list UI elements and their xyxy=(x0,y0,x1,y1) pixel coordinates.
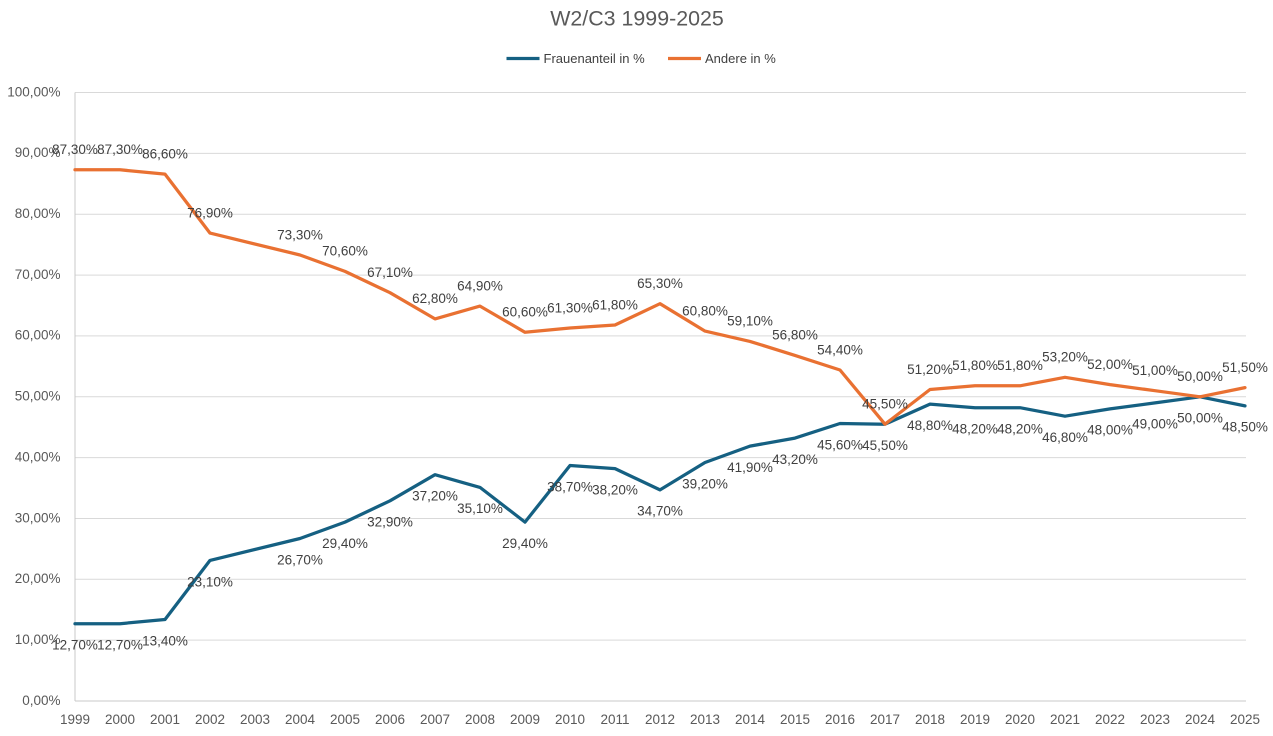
svg-text:2015: 2015 xyxy=(780,712,810,727)
svg-text:53,20%: 53,20% xyxy=(1042,350,1088,365)
svg-text:50,00%: 50,00% xyxy=(15,389,61,404)
svg-text:2012: 2012 xyxy=(645,712,675,727)
svg-text:39,20%: 39,20% xyxy=(682,476,728,491)
svg-text:48,00%: 48,00% xyxy=(1087,423,1133,438)
svg-text:60,60%: 60,60% xyxy=(502,305,548,320)
svg-text:37,20%: 37,20% xyxy=(412,488,458,503)
svg-text:2016: 2016 xyxy=(825,712,855,727)
svg-text:2008: 2008 xyxy=(465,712,495,727)
svg-text:59,10%: 59,10% xyxy=(727,314,773,329)
svg-text:50,00%: 50,00% xyxy=(1177,369,1223,384)
svg-text:34,70%: 34,70% xyxy=(637,504,683,519)
svg-text:45,50%: 45,50% xyxy=(862,396,908,411)
svg-text:86,60%: 86,60% xyxy=(142,146,188,161)
svg-text:51,20%: 51,20% xyxy=(907,362,953,377)
svg-text:29,40%: 29,40% xyxy=(502,536,548,551)
svg-text:2009: 2009 xyxy=(510,712,540,727)
svg-text:2021: 2021 xyxy=(1050,712,1080,727)
svg-text:2002: 2002 xyxy=(195,712,225,727)
svg-text:80,00%: 80,00% xyxy=(15,206,61,221)
svg-text:2024: 2024 xyxy=(1185,712,1216,727)
svg-text:12,70%: 12,70% xyxy=(52,638,98,653)
svg-text:70,60%: 70,60% xyxy=(322,244,368,259)
svg-text:2010: 2010 xyxy=(555,712,585,727)
svg-text:Andere in %: Andere in % xyxy=(705,51,776,66)
svg-text:48,20%: 48,20% xyxy=(997,422,1043,437)
svg-text:61,80%: 61,80% xyxy=(592,297,638,312)
svg-text:51,80%: 51,80% xyxy=(952,358,998,373)
svg-text:2011: 2011 xyxy=(600,712,629,727)
svg-text:70,00%: 70,00% xyxy=(15,267,61,282)
svg-text:67,10%: 67,10% xyxy=(367,265,413,280)
svg-text:2014: 2014 xyxy=(735,712,766,727)
svg-text:2000: 2000 xyxy=(105,712,135,727)
svg-text:38,70%: 38,70% xyxy=(547,479,593,494)
svg-text:29,40%: 29,40% xyxy=(322,536,368,551)
svg-text:51,80%: 51,80% xyxy=(997,358,1043,373)
svg-text:54,40%: 54,40% xyxy=(817,342,863,357)
svg-text:87,30%: 87,30% xyxy=(52,142,98,157)
svg-text:12,70%: 12,70% xyxy=(97,638,143,653)
svg-text:32,90%: 32,90% xyxy=(367,515,413,530)
svg-text:65,30%: 65,30% xyxy=(637,276,683,291)
svg-text:51,00%: 51,00% xyxy=(1132,363,1178,378)
svg-text:2017: 2017 xyxy=(870,712,900,727)
svg-text:38,20%: 38,20% xyxy=(592,482,638,497)
svg-text:48,80%: 48,80% xyxy=(907,418,953,433)
svg-text:2018: 2018 xyxy=(915,712,945,727)
svg-text:2003: 2003 xyxy=(240,712,270,727)
svg-text:60,00%: 60,00% xyxy=(15,328,61,343)
svg-text:51,50%: 51,50% xyxy=(1222,360,1268,375)
svg-text:62,80%: 62,80% xyxy=(412,291,458,306)
svg-text:61,30%: 61,30% xyxy=(547,300,593,315)
svg-text:30,00%: 30,00% xyxy=(15,510,61,525)
svg-text:48,20%: 48,20% xyxy=(952,422,998,437)
svg-text:Frauenanteil in %: Frauenanteil in % xyxy=(544,51,646,66)
svg-text:2023: 2023 xyxy=(1140,712,1170,727)
svg-text:45,60%: 45,60% xyxy=(817,437,863,452)
svg-text:W2/C3 1999-2025: W2/C3 1999-2025 xyxy=(550,7,724,31)
svg-text:87,30%: 87,30% xyxy=(97,142,143,157)
svg-text:2025: 2025 xyxy=(1230,712,1260,727)
svg-text:90,00%: 90,00% xyxy=(15,145,61,160)
svg-text:26,70%: 26,70% xyxy=(277,552,323,567)
svg-text:43,20%: 43,20% xyxy=(772,452,818,467)
svg-text:35,10%: 35,10% xyxy=(457,501,503,516)
svg-text:45,50%: 45,50% xyxy=(862,438,908,453)
svg-text:46,80%: 46,80% xyxy=(1042,430,1088,445)
svg-text:2013: 2013 xyxy=(690,712,720,727)
svg-text:49,00%: 49,00% xyxy=(1132,417,1178,432)
svg-text:50,00%: 50,00% xyxy=(1177,411,1223,426)
svg-text:40,00%: 40,00% xyxy=(15,449,61,464)
svg-text:2020: 2020 xyxy=(1005,712,1035,727)
svg-text:100,00%: 100,00% xyxy=(7,84,60,99)
svg-text:52,00%: 52,00% xyxy=(1087,357,1133,372)
svg-text:60,80%: 60,80% xyxy=(682,303,728,318)
svg-text:48,50%: 48,50% xyxy=(1222,420,1268,435)
svg-text:2001: 2001 xyxy=(150,712,180,727)
svg-text:41,90%: 41,90% xyxy=(727,460,773,475)
svg-text:56,80%: 56,80% xyxy=(772,328,818,343)
svg-text:2004: 2004 xyxy=(285,712,316,727)
svg-text:64,90%: 64,90% xyxy=(457,278,503,293)
svg-text:0,00%: 0,00% xyxy=(22,693,60,708)
svg-text:2019: 2019 xyxy=(960,712,990,727)
svg-text:13,40%: 13,40% xyxy=(142,633,188,648)
svg-text:2007: 2007 xyxy=(420,712,450,727)
svg-text:2022: 2022 xyxy=(1095,712,1125,727)
svg-text:73,30%: 73,30% xyxy=(277,227,323,242)
svg-text:10,00%: 10,00% xyxy=(15,632,61,647)
svg-text:1999: 1999 xyxy=(60,712,90,727)
svg-text:2005: 2005 xyxy=(330,712,360,727)
svg-text:23,10%: 23,10% xyxy=(187,574,233,589)
svg-text:2006: 2006 xyxy=(375,712,405,727)
svg-text:20,00%: 20,00% xyxy=(15,571,61,586)
svg-text:76,90%: 76,90% xyxy=(187,205,233,220)
